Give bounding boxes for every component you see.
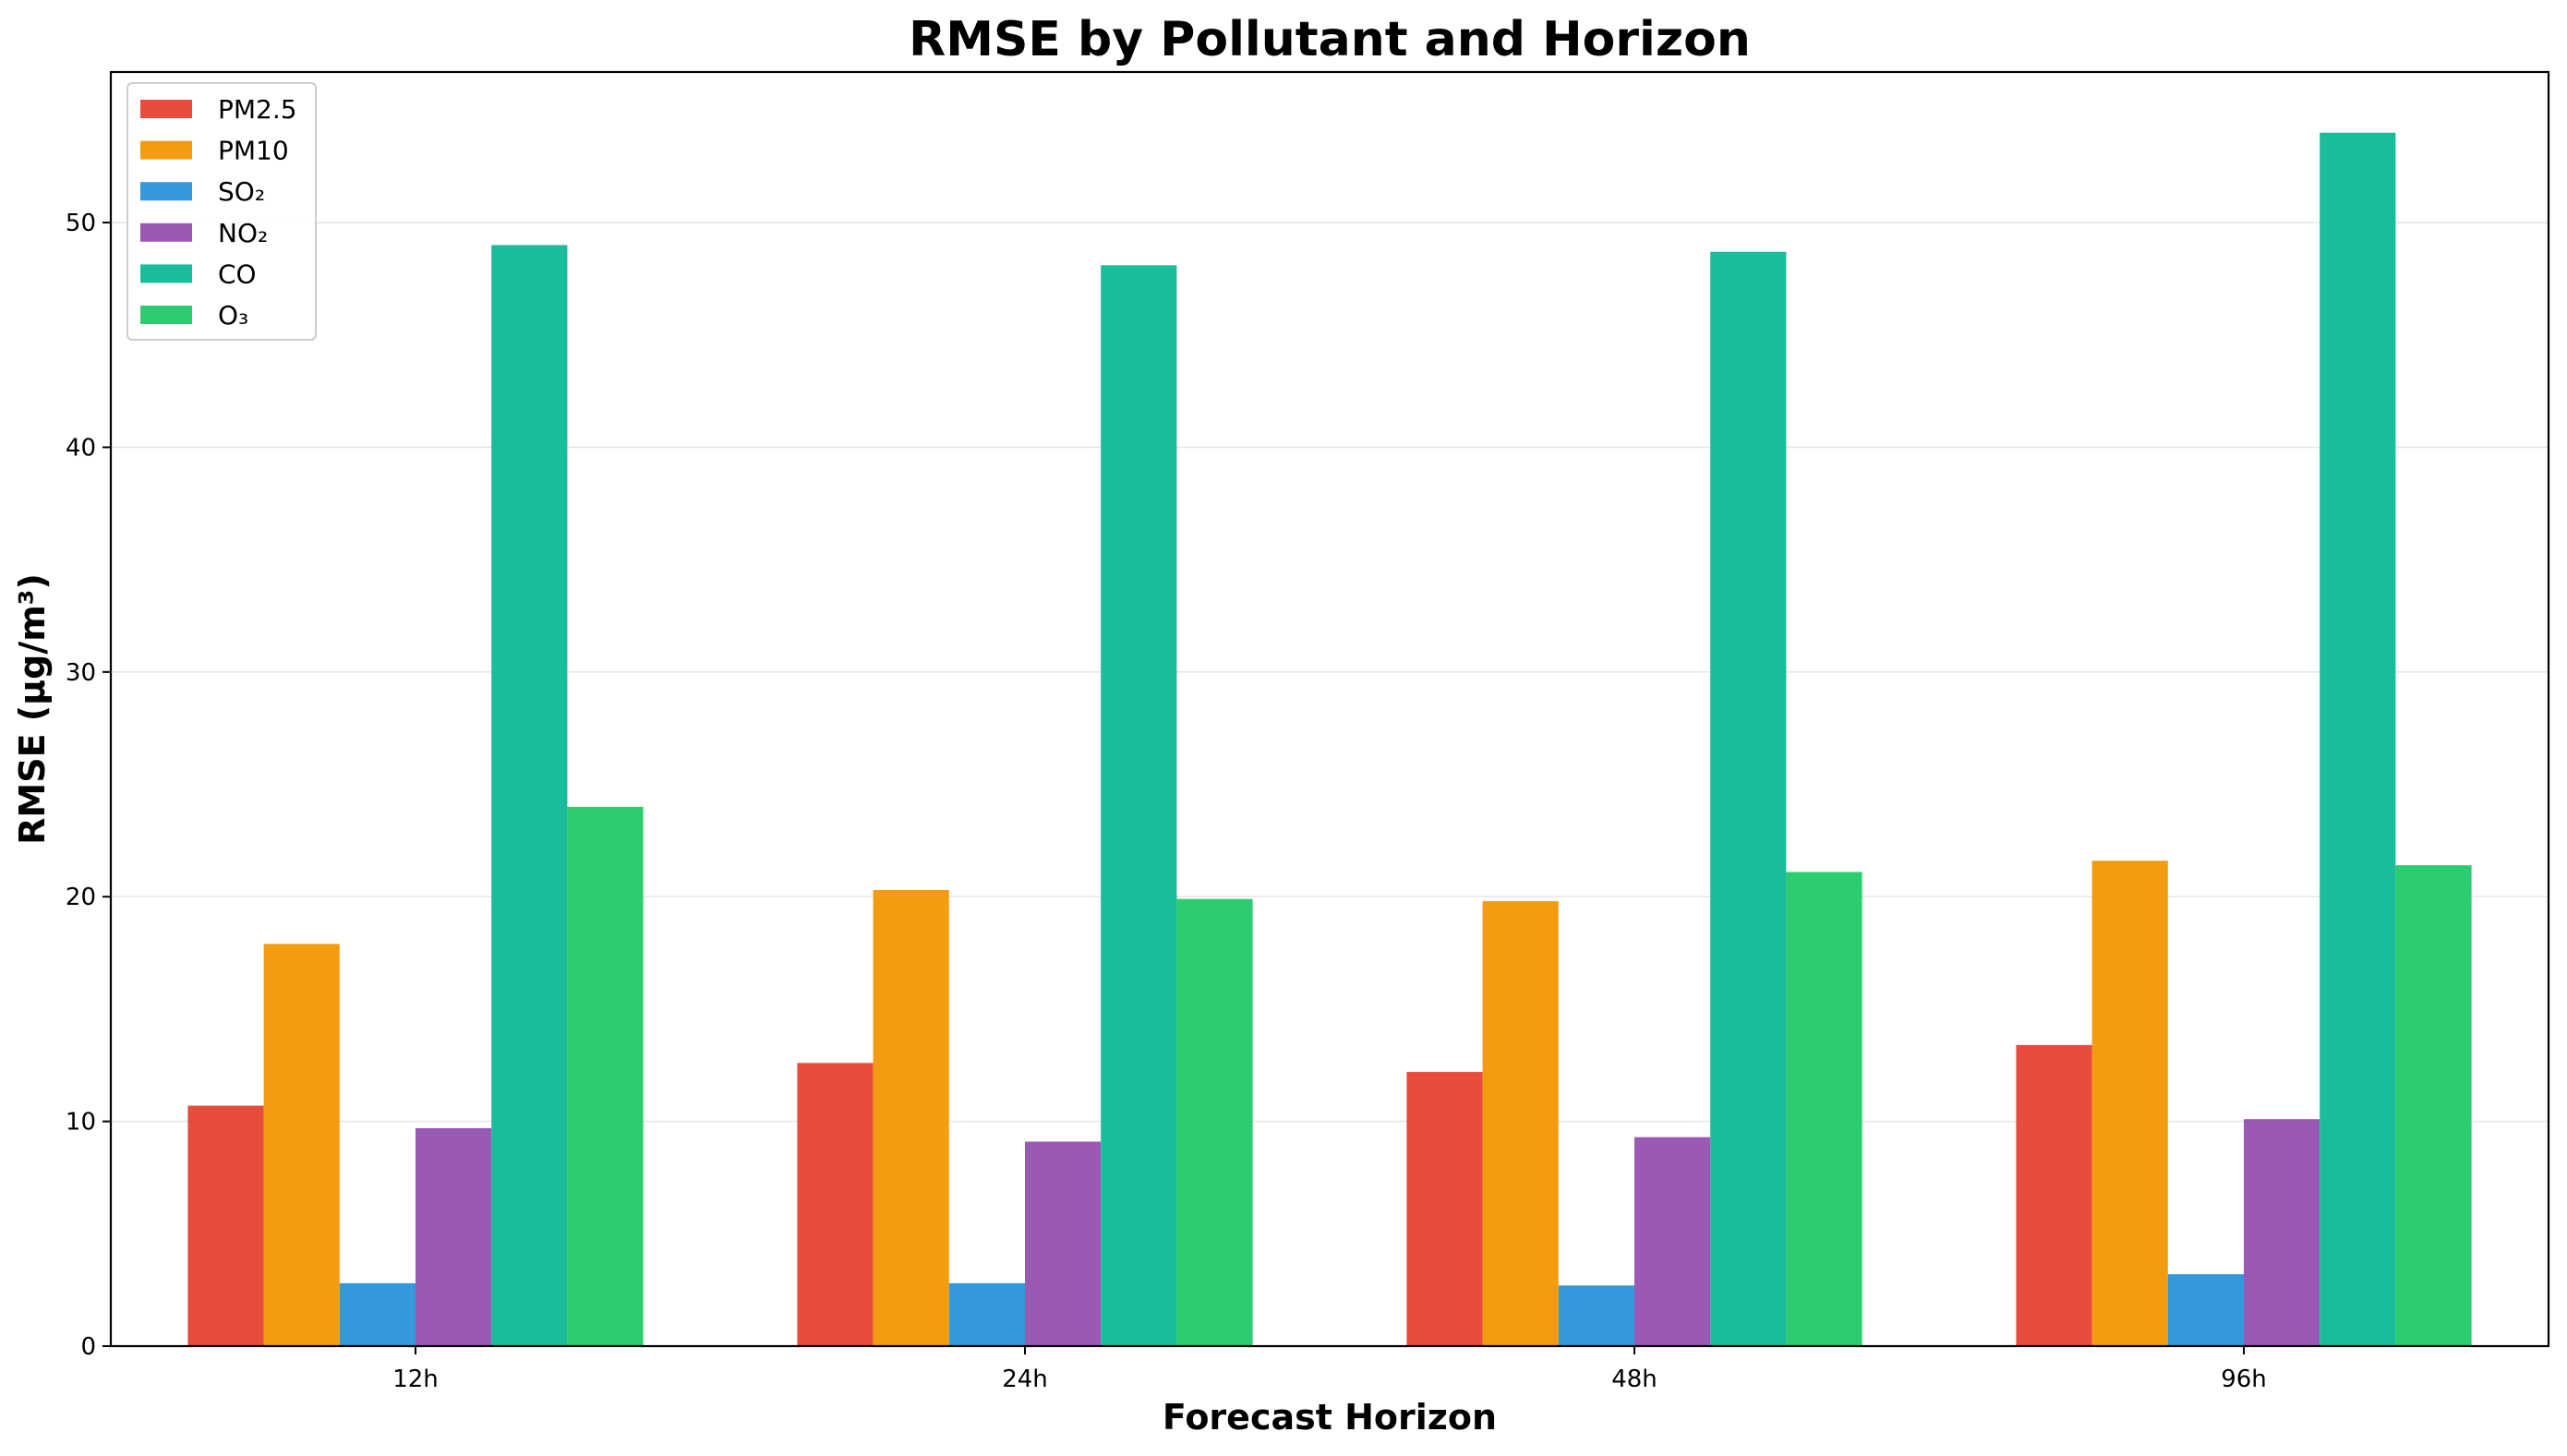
bar [2395,865,2472,1346]
legend-label: NO₂ [218,218,268,248]
bar [1101,265,1177,1347]
chart-title: RMSE by Pollutant and Horizon [909,12,1751,67]
bar [1025,1141,1102,1346]
x-axis-label: Forecast Horizon [1163,1397,1497,1438]
legend-swatch [140,264,192,283]
bars [187,132,2472,1347]
x-axis-ticks: 12h 24h 48h 96h [392,1346,2267,1393]
x-tick-label: 96h [2221,1366,2267,1393]
bar [1786,872,1862,1346]
plot-frame [109,70,2550,1348]
bar [2091,860,2168,1346]
legend-swatch [140,140,192,160]
bar [948,1282,1025,1346]
bar [263,944,340,1346]
bar [2320,132,2396,1347]
legend-swatch [140,182,192,201]
x-tick-label: 24h [1002,1366,1048,1393]
legend-label: SO₂ [218,176,265,207]
bar [567,806,644,1346]
bar [1634,1137,1711,1346]
y-tick-label: 0 [80,1333,96,1361]
y-tick-label: 30 [66,659,96,687]
legend-label: CO [218,259,257,289]
y-axis-ticks: 0 10 20 30 40 50 [66,210,111,1361]
bar [1558,1285,1634,1346]
bar [339,1282,416,1346]
x-tick-label: 48h [1611,1366,1657,1393]
bar [797,1063,874,1346]
legend-label: O₃ [218,300,248,331]
y-axis-label: RMSE (μg/m³) [12,573,53,845]
bar [187,1105,264,1346]
legend-label: PM2.5 [218,94,297,125]
bar [2016,1044,2092,1346]
bar [491,245,568,1346]
y-tick-label: 50 [66,210,96,237]
bar [2167,1274,2244,1346]
legend: PM2.5 PM10 SO₂ NO₂ CO O₃ [127,82,317,341]
bar [1710,251,1787,1346]
bar [2244,1119,2320,1346]
legend-swatch [140,306,192,324]
bar [1406,1072,1483,1346]
y-tick-label: 10 [66,1109,96,1137]
legend-swatch [140,223,192,242]
bar [1482,901,1559,1346]
legend-label: PM10 [218,136,289,166]
bar [873,889,949,1346]
y-tick-label: 40 [66,434,96,462]
bar [416,1127,492,1346]
x-tick-label: 12h [392,1366,439,1393]
y-tick-label: 20 [66,884,96,911]
legend-swatch [140,100,192,118]
bar [1176,898,1253,1346]
